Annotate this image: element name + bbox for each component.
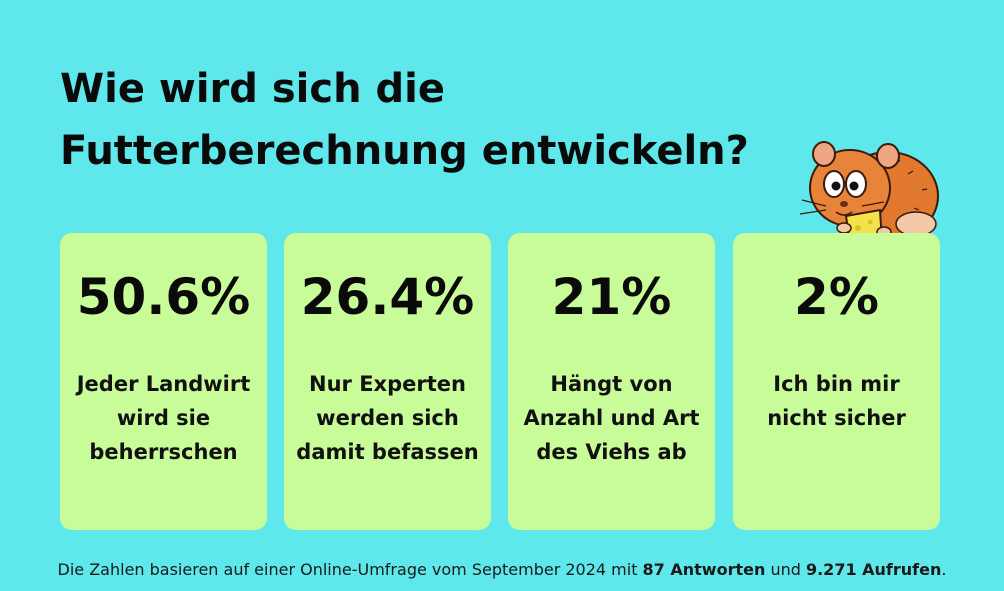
hamster-eating-cheese-icon	[799, 141, 939, 246]
title-line-1: Wie wird sich die	[60, 66, 445, 112]
stat-value: 26.4%	[300, 268, 475, 326]
stat-card-2: 26.4% Nur Experten werden sich damit bef…	[284, 233, 491, 530]
stat-label: Nur Experten werden sich damit befassen	[296, 372, 479, 464]
footer-text-end: .	[941, 560, 947, 579]
stat-label: Jeder Landwirt wird sie beherrschen	[76, 372, 251, 464]
footer-note: Die Zahlen basieren auf einer Online-Umf…	[0, 560, 1004, 579]
footer-answers: 87 Antworten	[642, 560, 766, 579]
stat-label: Ich bin mir nicht sicher	[767, 372, 906, 430]
stat-value: 21%	[551, 268, 672, 326]
title-line-2: Futterberechnung entwickeln?	[60, 128, 749, 174]
footer-text-middle: und	[765, 560, 806, 579]
page-title: Wie wird sich die Futterberechnung entwi…	[60, 58, 749, 182]
stat-card-1: 50.6% Jeder Landwirt wird sie beherrsche…	[60, 233, 267, 530]
stat-card-3: 21% Hängt von Anzahl und Art des Viehs a…	[508, 233, 715, 530]
stat-card-4: 2% Ich bin mir nicht sicher	[733, 233, 940, 530]
footer-views: 9.271 Aufrufen	[805, 560, 942, 579]
stat-value: 50.6%	[76, 268, 251, 326]
stat-label: Hängt von Anzahl und Art des Viehs ab	[523, 372, 700, 464]
stat-value: 2%	[794, 268, 879, 326]
footer-text-before: Die Zahlen basieren auf einer Online-Umf…	[57, 560, 643, 579]
